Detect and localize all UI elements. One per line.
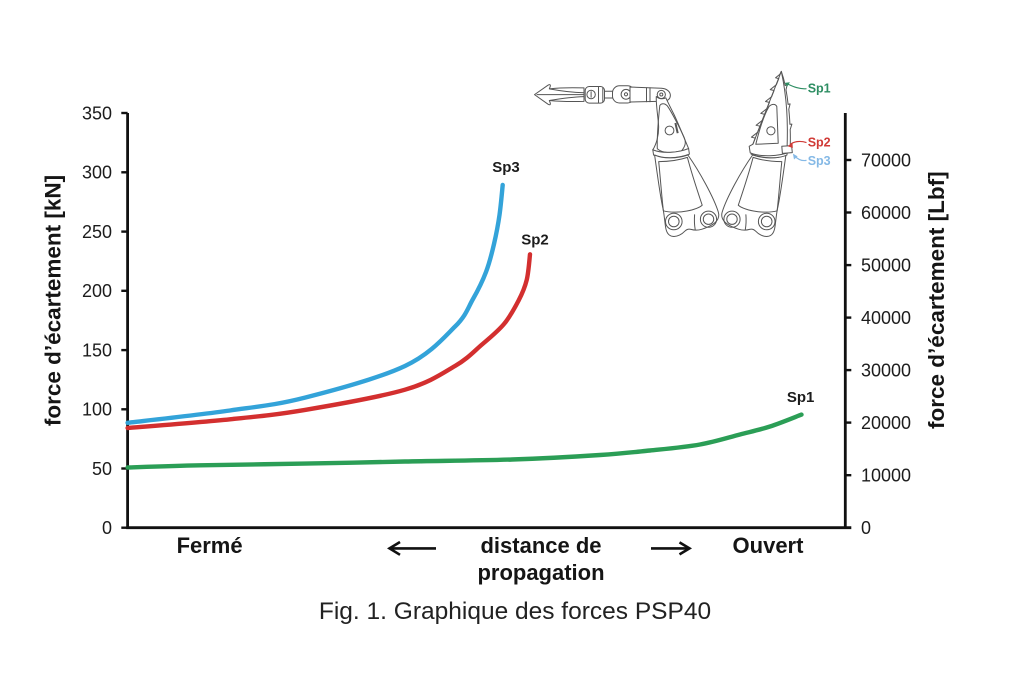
svg-text:0: 0: [861, 518, 871, 538]
svg-text:250: 250: [82, 222, 112, 242]
svg-text:Sp2: Sp2: [808, 135, 831, 149]
svg-text:Sp1: Sp1: [787, 389, 815, 406]
svg-text:60000: 60000: [861, 203, 911, 223]
svg-text:Fermé: Fermé: [177, 533, 243, 558]
svg-text:force d’écartement [Lbf]: force d’écartement [Lbf]: [924, 171, 949, 429]
svg-text:300: 300: [82, 163, 112, 183]
svg-text:350: 350: [82, 103, 112, 123]
svg-text:Sp2: Sp2: [521, 232, 549, 249]
svg-text:200: 200: [82, 281, 112, 301]
svg-text:50000: 50000: [861, 255, 911, 275]
svg-text:Fig. 1. Graphique des forces P: Fig. 1. Graphique des forces PSP40: [319, 598, 711, 625]
svg-text:100: 100: [82, 400, 112, 420]
svg-text:10000: 10000: [861, 466, 911, 486]
svg-text:0: 0: [102, 518, 112, 538]
svg-text:70000: 70000: [861, 150, 911, 170]
svg-text:30000: 30000: [861, 360, 911, 380]
svg-text:Ouvert: Ouvert: [733, 533, 805, 558]
svg-text:propagation: propagation: [477, 560, 604, 585]
svg-text:distance de: distance de: [480, 533, 601, 558]
svg-text:Sp3: Sp3: [808, 154, 831, 168]
svg-text:20000: 20000: [861, 413, 911, 433]
svg-text:Sp1: Sp1: [808, 82, 831, 96]
svg-text:150: 150: [82, 340, 112, 360]
svg-text:50: 50: [92, 459, 112, 479]
svg-text:force d’écartement [kN]: force d’écartement [kN]: [41, 175, 66, 426]
svg-text:40000: 40000: [861, 308, 911, 328]
svg-text:Sp3: Sp3: [492, 159, 520, 176]
